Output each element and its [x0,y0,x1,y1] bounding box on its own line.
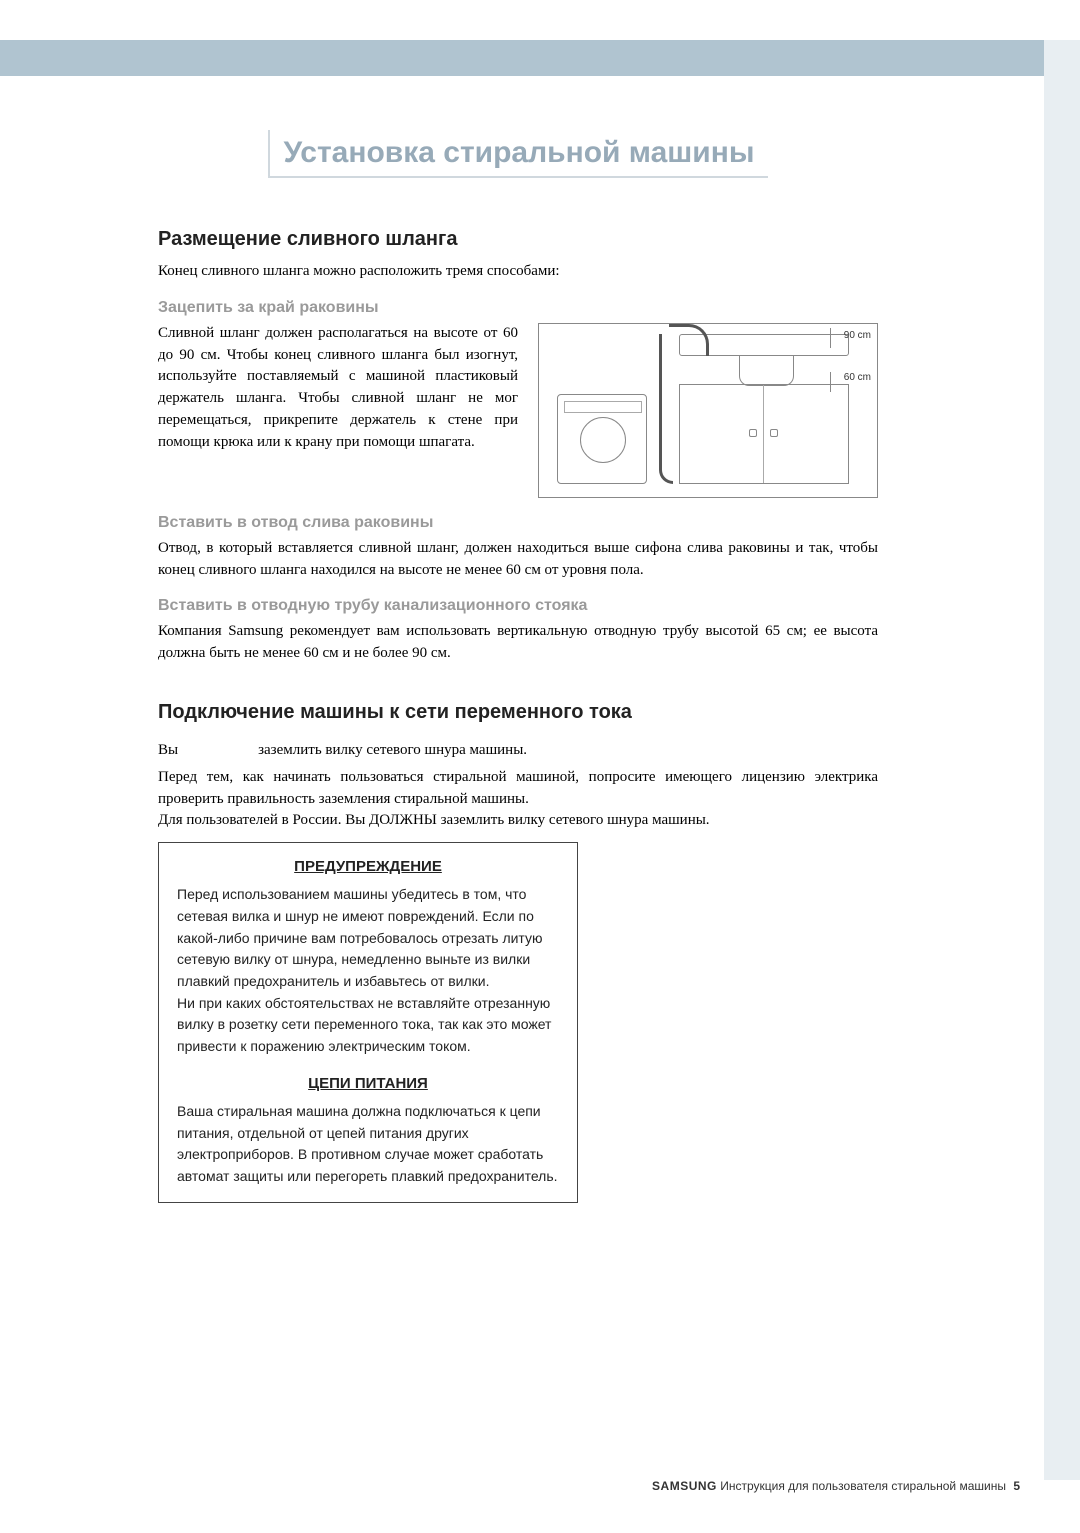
diagram-hose-bend [669,324,709,356]
section-intro: Конец сливного шланга можно расположить … [158,261,878,283]
diagram-washer-drum [580,417,626,463]
diagram-label-90cm: 90 cm [844,330,871,341]
footer-text: Инструкция для пользователя стиральной м… [720,1479,1006,1493]
diagram-cabinet-door [680,385,764,483]
drain-hose-diagram: 90 cm 60 cm [538,323,878,498]
ground-prefix: Вы [158,742,178,758]
sink-drain-text: Отвод, в который вставляется сливной шла… [158,538,878,582]
title-wrap: Установка стиральной машины [158,130,878,178]
diagram-label-60cm: 60 cm [844,372,871,383]
power-paragraph: Перед тем, как начинать пользоваться сти… [158,767,878,832]
footer-page-number: 5 [1013,1479,1020,1493]
diagram-washer [557,394,647,484]
circuits-body: Ваша стиральная машина должна подключать… [177,1101,559,1188]
warning-box: ПРЕДУПРЕЖДЕНИЕ Перед использованием маши… [158,842,578,1203]
page: Установка стиральной машины Размещение с… [0,0,1080,1533]
circuits-title: ЦЕПИ ПИТАНИЯ [177,1072,559,1095]
page-title: Установка стиральной машины [268,130,769,178]
diagram-knob [770,429,778,437]
decorative-right-column [1044,40,1080,1480]
standpipe-text: Компания Samsung рекомендует вам использ… [158,621,878,665]
page-footer: SAMSUNG Инструкция для пользователя стир… [652,1479,1020,1493]
ground-suffix: заземлить вилку сетевого шнура машины. [258,742,527,758]
section-heading-drain: Размещение сливного шланга [158,228,878,251]
diagram-hose [659,334,673,484]
diagram-cabinet [679,384,849,484]
warning-title: ПРЕДУПРЕЖДЕНИЕ [177,855,559,878]
subhead-standpipe: Вставить в отводную трубу канализационно… [158,597,878,615]
subhead-sink-drain: Вставить в отвод слива раковины [158,514,878,532]
diagram-dim-line [830,372,831,392]
ground-line: Вы заземлить вилку сетевого шнура машины. [158,742,878,759]
diagram-sink-bowl [739,356,794,386]
warning-body: Перед использованием машины убедитесь в … [177,884,559,1058]
section-heading-power: Подключение машины к сети переменного то… [158,701,878,724]
content-area: Установка стиральной машины Размещение с… [158,130,878,1203]
footer-brand: SAMSUNG [652,1479,717,1493]
diagram-knob [749,429,757,437]
subhead-sink-edge: Зацепить за край раковины [158,299,878,317]
decorative-top-bar [0,40,1044,76]
diagram-cabinet-door [764,385,848,483]
diagram-dim-line [830,328,831,348]
row-text-diagram: Сливной шланг должен располагаться на вы… [158,323,878,498]
diagram-washer-panel [564,401,642,413]
sink-edge-text: Сливной шланг должен располагаться на вы… [158,323,518,454]
